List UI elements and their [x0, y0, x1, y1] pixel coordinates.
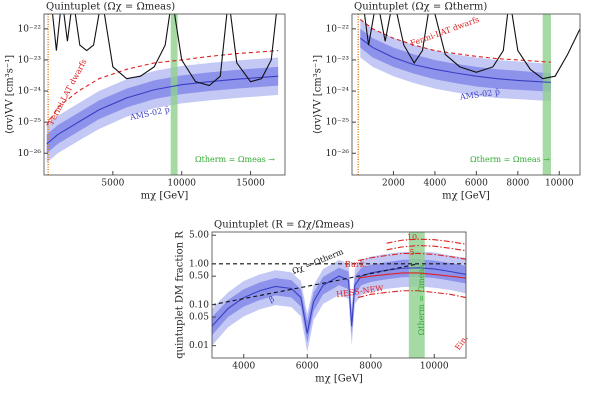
plot-frame: [351, 13, 581, 176]
y-tick-label: 10⁻²⁶: [326, 149, 350, 159]
y-tick-label: 0.50: [189, 272, 209, 282]
y-tick-label: 10⁻²⁵: [18, 118, 42, 128]
annotation: Ωtherm = Ωmeas: [417, 265, 426, 336]
y-tick-label: 0.05: [189, 313, 209, 323]
y-tick-label: 10⁻²³: [18, 55, 42, 65]
x-tick-label: 6000: [465, 179, 488, 189]
x-tick-label: 8000: [359, 362, 382, 372]
x-axis-label: mχ [GeV]: [315, 374, 363, 385]
curve: [386, 238, 466, 245]
curve: [386, 244, 466, 252]
plot-area: [212, 232, 466, 358]
y-tick-label: 10⁻²⁶: [18, 149, 42, 159]
curve: [357, 272, 466, 279]
annotation: Ωtherm = Ωmeas →: [470, 155, 550, 164]
curve: [46, 75, 279, 145]
panel: 2000 4000 6000 8000 10000 10⁻²⁶ 10⁻²⁵ 10⁻²⁴ 10⁻²…: [313, 2, 581, 202]
y-tick-label: 10⁻²²: [326, 24, 350, 34]
panel: 5000 10000 15000 10⁻²⁶ 10⁻²⁵ 10⁻²⁴ 10⁻²³ 10⁻²² Q…: [5, 2, 286, 202]
curve: [52, 14, 277, 87]
y-axis-label: quintuplet DM fraction R: [175, 231, 186, 359]
x-tick-label: 4000: [423, 179, 446, 189]
chart-title: Quintuplet (Ωχ = Ωtherm): [354, 2, 487, 13]
x-axis-label: mχ [GeV]: [141, 191, 189, 202]
annotation: Ein.: [453, 334, 470, 352]
y-axis-label: ⟨σv⟩VV [cm³s⁻¹]: [5, 55, 16, 134]
annotation: 5: [409, 248, 414, 257]
uncertainty-band: [360, 28, 551, 92]
annotation: Burk.: [345, 260, 367, 269]
y-tick-label: 10⁻²⁴: [326, 87, 350, 97]
annotation: β: [268, 294, 276, 304]
y-tick-label: 1.00: [189, 259, 209, 269]
uncertainty-band: [46, 66, 279, 154]
plot-area: [357, 14, 580, 175]
annotation: Ωtherm = Ωmeas →: [195, 155, 275, 164]
y-tick-label: 10⁻²²: [18, 24, 42, 34]
green-band: [408, 232, 425, 358]
curve: [359, 37, 552, 83]
y-tick-label: 10⁻²⁴: [18, 87, 42, 97]
y-tick-label: 0.10: [189, 300, 209, 310]
curve: [357, 252, 466, 262]
x-tick-label: 6000: [296, 362, 319, 372]
green-band: [542, 14, 551, 175]
plot-area: [46, 14, 279, 175]
curve: [212, 267, 466, 334]
x-tick-label: 2000: [382, 179, 405, 189]
x-tick-label: 4000: [232, 362, 255, 372]
x-tick-label: 10000: [545, 179, 574, 189]
x-tick-label: 5000: [101, 179, 124, 189]
y-tick-label: 5.00: [189, 231, 209, 241]
uncertainty-band: [212, 259, 466, 343]
curve: [212, 263, 419, 306]
x-tick-label: 10000: [167, 179, 196, 189]
panel: 4000 6000 8000 10000 0.01 0.05 0.10 0.50 1.00 5.0…: [175, 220, 470, 385]
curve: [363, 14, 580, 80]
x-tick-label: 15000: [236, 179, 265, 189]
x-tick-label: 10000: [420, 362, 449, 372]
plot-frame: [211, 231, 467, 359]
green-band: [170, 14, 178, 175]
annotation: 10: [407, 233, 417, 242]
chart-title: Quintuplet (R = Ωχ/Ωmeas): [214, 220, 354, 231]
curve: [357, 290, 466, 299]
chart-title: Quintuplet (Ωχ = Ωmeas): [46, 2, 175, 13]
y-tick-label: 0.01: [189, 341, 209, 351]
x-axis-label: mχ [GeV]: [442, 191, 490, 202]
y-tick-label: 10⁻²³: [326, 55, 350, 65]
y-axis-label: ⟨σv⟩VV [cm³s⁻¹]: [313, 55, 324, 134]
x-tick-label: 8000: [506, 179, 529, 189]
plot-frame: [43, 13, 286, 176]
y-tick-label: 10⁻²⁵: [326, 118, 350, 128]
annotation: Fermi-LAT dwarfs: [409, 15, 480, 48]
